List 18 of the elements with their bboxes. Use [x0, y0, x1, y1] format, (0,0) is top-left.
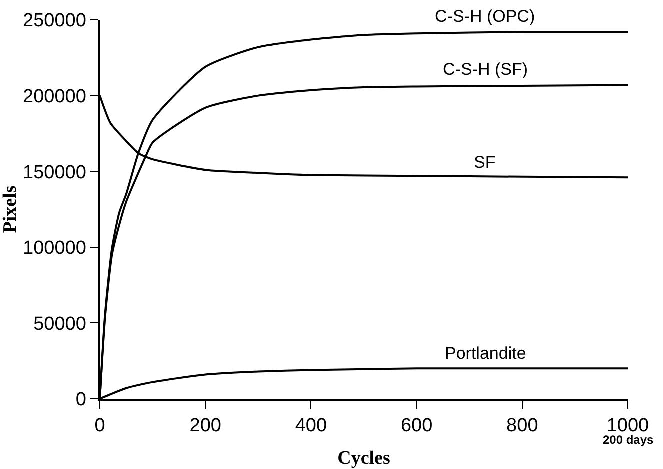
y-tick-label: 150000: [23, 162, 86, 184]
series-label: C-S-H (OPC): [435, 7, 536, 26]
x-tick-label: 600: [400, 416, 433, 437]
series-label: Portlandite: [445, 344, 526, 363]
x-tick-label: 800: [506, 416, 538, 437]
x-tick-label: 0: [94, 416, 106, 437]
x-tick-label: 400: [295, 416, 328, 437]
series-label: SF: [474, 153, 496, 172]
text: 200 days: [603, 433, 654, 447]
x-tick-label: 200: [190, 416, 222, 437]
series-label: C-S-H (SF): [443, 60, 528, 79]
y-axis-title: Pixels: [0, 186, 21, 234]
y-tick-label: 250000: [23, 10, 86, 32]
y-tick-label: 0: [76, 390, 86, 411]
x-axis-title: Cycles: [338, 448, 390, 469]
y-tick-label: 50000: [34, 314, 86, 335]
y-tick-label: 200000: [23, 86, 86, 108]
y-tick-label: 100000: [23, 238, 86, 260]
